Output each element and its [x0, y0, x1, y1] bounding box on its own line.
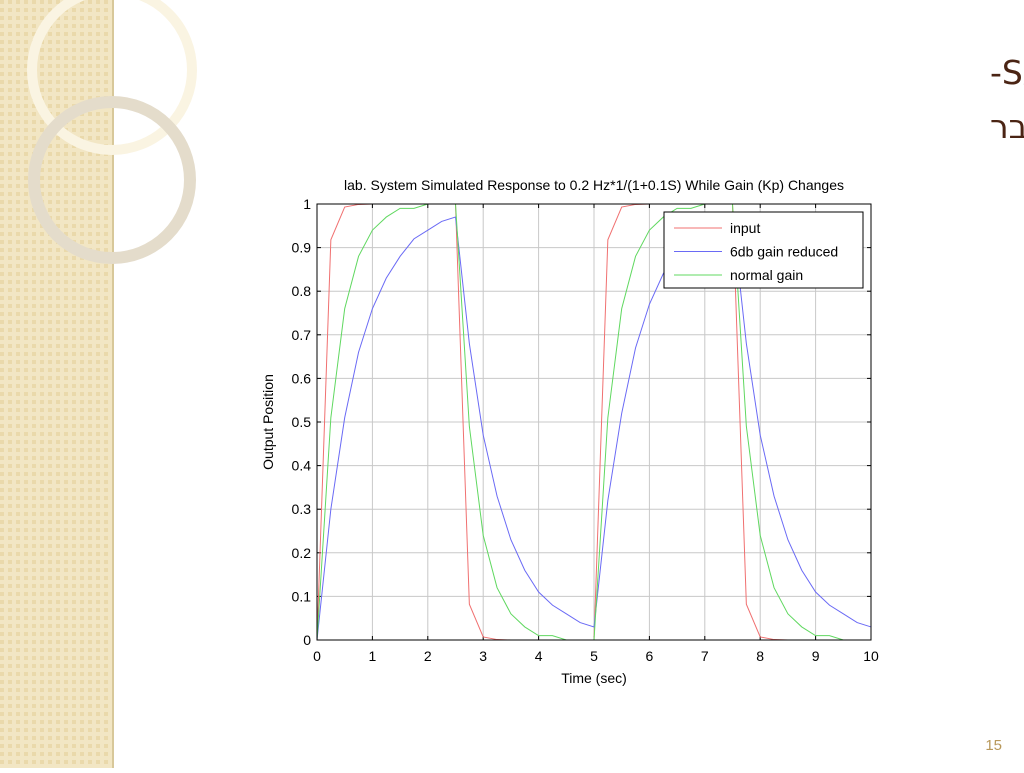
plot-frame — [316, 203, 872, 641]
y-tick-label: 0.6 — [292, 370, 312, 386]
y-tick-label: 0.9 — [292, 240, 312, 256]
y-tick-label: 0.8 — [292, 283, 312, 299]
x-tick-label: 4 — [535, 648, 543, 664]
slide-title: תגובת מערכת בסימולציה –ללא בקר SAC- — [990, 53, 1024, 92]
x-tick-label: 2 — [424, 648, 432, 664]
y-tick-label: 0.5 — [292, 414, 312, 430]
side-strip — [0, 0, 112, 768]
y-tick-label: 0.3 — [292, 501, 312, 517]
deco-circle — [28, 96, 196, 264]
y-tick-label: 0.4 — [292, 458, 312, 474]
x-tick-label: 7 — [701, 648, 709, 664]
legend-label: 6db gain reduced — [730, 244, 838, 260]
x-tick-label: 8 — [756, 648, 764, 664]
x-tick-label: 1 — [369, 648, 377, 664]
y-axis-label: Output Position — [260, 374, 276, 470]
x-tick-label: 0 — [313, 648, 321, 664]
deco-circle — [27, 0, 197, 155]
y-tick-label: 0.1 — [292, 588, 312, 604]
y-tick-label: 1 — [303, 196, 311, 212]
y-tick-label: 0 — [303, 632, 311, 648]
x-tick-label: 3 — [479, 648, 487, 664]
y-tick-label: 0.7 — [292, 327, 312, 343]
y-tick-label: 0.2 — [292, 545, 312, 561]
chart: 0 1 2 3 4 5 6 7 8 9 10 0 0.1 0.2 0.3 0.4 0.5 0.6 0.7 0.8 0.9… — [260, 177, 879, 686]
legend-label: input — [730, 220, 760, 236]
x-tick-label: 10 — [863, 648, 879, 664]
page-number: 15 — [985, 737, 1002, 754]
slide-title: לאותה הכניסה כאשר משנים את ההגבר — [990, 107, 1024, 146]
series-line — [316, 216, 872, 641]
x-axis-label: Time (sec) — [561, 670, 627, 686]
x-tick-label: 6 — [646, 648, 654, 664]
legend-label: normal gain — [730, 267, 803, 283]
x-tick-label: 9 — [812, 648, 820, 664]
x-tick-label: 5 — [590, 648, 598, 664]
chart-title: lab. System Simulated Response to 0.2 Hz… — [344, 177, 844, 193]
